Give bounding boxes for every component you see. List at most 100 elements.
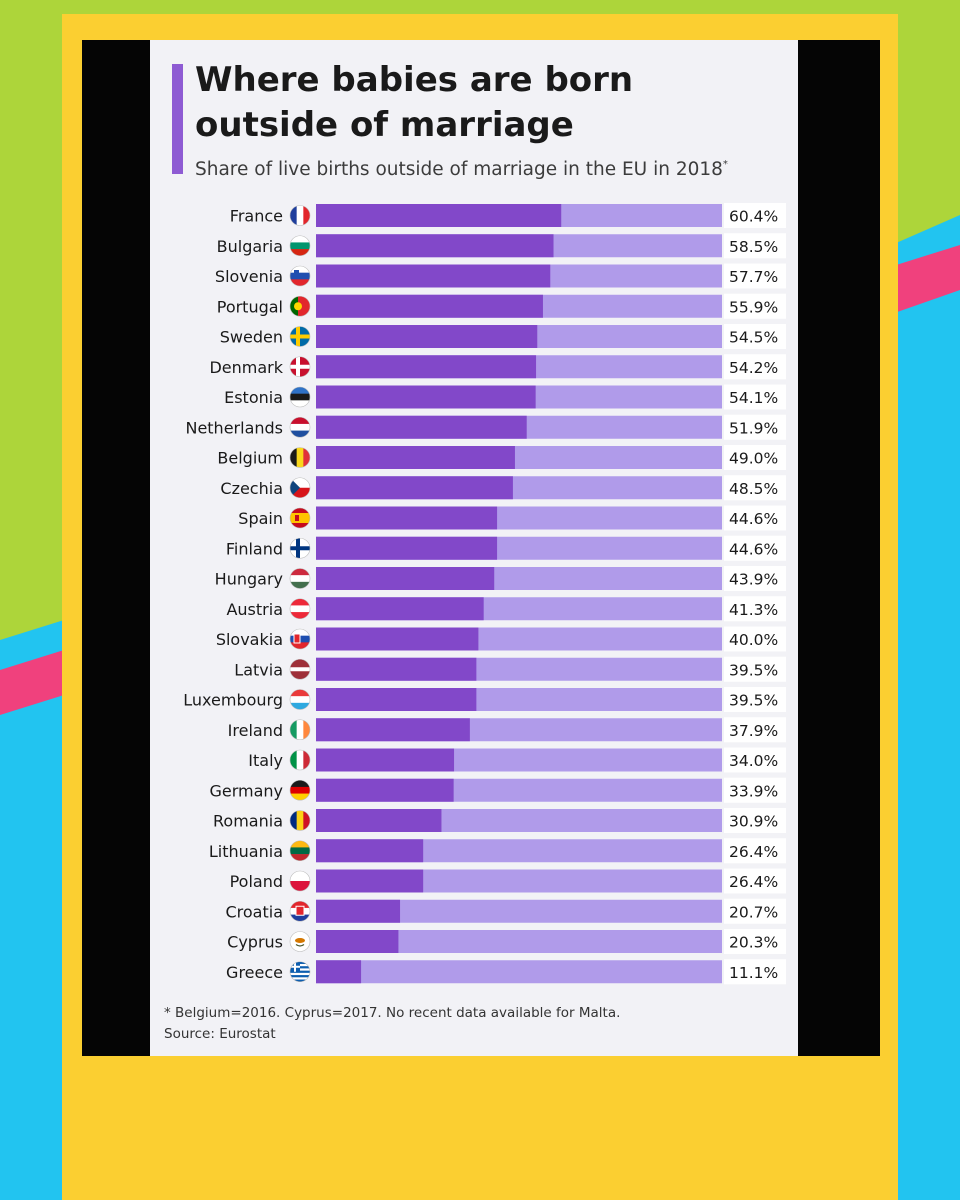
value-label: 37.9% xyxy=(729,722,778,740)
bar xyxy=(316,930,399,953)
bar-row: 20.7% Croatia xyxy=(225,898,786,924)
chart-title-line-1: Where babies are born xyxy=(195,60,634,100)
lithuania-flag-icon xyxy=(290,840,310,861)
bar-row: 54.2% Denmark xyxy=(209,354,786,380)
background-cyan-left xyxy=(0,615,80,1200)
flag-stripe xyxy=(290,901,310,909)
category-label: Germany xyxy=(209,781,283,800)
flag-stripe xyxy=(290,914,310,922)
category-label: Latvia xyxy=(234,660,283,679)
value-label: 55.9% xyxy=(729,298,778,316)
background-cyan-right xyxy=(880,215,960,1200)
value-label: 44.6% xyxy=(729,510,778,528)
flag-stripe xyxy=(296,719,304,740)
flag-outline xyxy=(289,810,311,831)
value-label-box xyxy=(724,838,786,864)
poland-flag-icon xyxy=(290,871,310,891)
background-pink-stripe-left xyxy=(0,645,80,715)
flag-stripe xyxy=(290,977,310,980)
category-label: Finland xyxy=(226,539,283,558)
value-label: 60.4% xyxy=(729,208,778,226)
category-label: Slovenia xyxy=(215,267,283,286)
flag-stripe xyxy=(290,854,310,861)
czechia-flag-icon xyxy=(290,477,310,498)
flag-stripe xyxy=(296,447,304,468)
bar xyxy=(316,506,498,530)
category-label: Romania xyxy=(213,812,283,831)
value-label-box xyxy=(724,324,786,349)
flag-branch xyxy=(295,944,305,947)
bar xyxy=(316,627,479,651)
bar-row: 58.5% Bulgaria xyxy=(217,233,786,259)
greece-flag-icon xyxy=(290,961,310,982)
flag-outline xyxy=(289,356,311,378)
bar xyxy=(316,385,536,409)
flag-outline xyxy=(289,295,311,317)
bar-row: 20.3% Cyprus xyxy=(227,929,786,954)
flag-stripe xyxy=(296,810,304,831)
flag-outline xyxy=(289,568,311,589)
flag-emblem xyxy=(294,270,299,277)
bulgaria-flag-icon xyxy=(290,235,310,256)
flag-stripe xyxy=(290,518,310,524)
category-label: Greece xyxy=(226,963,283,982)
bar xyxy=(316,778,454,802)
value-label-box xyxy=(724,868,786,894)
bar-row: 34.0% Italy xyxy=(248,747,786,773)
value-label-box xyxy=(724,626,786,652)
flag-stripe xyxy=(290,242,310,250)
flag-emblem xyxy=(295,938,305,943)
flag-stripe xyxy=(290,423,310,431)
bar-row: 57.7% Slovenia xyxy=(215,263,786,289)
category-label: Denmark xyxy=(209,358,283,377)
bar xyxy=(316,536,498,560)
value-label: 51.9% xyxy=(729,419,778,437)
flag-outline xyxy=(289,779,311,801)
belgium-flag-icon xyxy=(290,447,310,468)
flag-stripe xyxy=(290,975,310,978)
flag-stripe xyxy=(290,400,310,407)
value-label: 43.9% xyxy=(729,571,778,589)
category-label: Italy xyxy=(248,751,283,770)
value-label-box xyxy=(724,233,786,259)
flag-stripe xyxy=(290,430,310,438)
value-label: 30.9% xyxy=(729,813,778,831)
flag-outline xyxy=(289,749,311,771)
bar-background xyxy=(316,930,722,953)
bar-row: 26.4% Lithuania xyxy=(209,838,786,864)
flag-outline xyxy=(289,537,311,559)
bar xyxy=(316,234,554,258)
flag-stripe xyxy=(290,671,310,676)
bar xyxy=(316,415,527,439)
flag-outline xyxy=(289,447,311,468)
flag-cross xyxy=(294,961,296,972)
category-label: Austria xyxy=(226,600,283,619)
value-label-box xyxy=(724,929,786,954)
flag-stripe xyxy=(290,642,310,649)
category-label: Slovakia xyxy=(216,630,283,649)
value-label-box xyxy=(724,445,786,470)
value-label-box xyxy=(724,687,786,712)
flag-stripe xyxy=(290,689,310,697)
chart-footnote: * Belgium=2016. Cyprus=2017. No recent d… xyxy=(164,1005,621,1021)
flag-stripe xyxy=(290,696,310,704)
flag-stripe xyxy=(290,663,310,668)
value-label-box xyxy=(724,898,786,924)
bar-row: 40.0% Slovakia xyxy=(216,626,786,652)
value-label: 54.5% xyxy=(729,329,778,347)
bar xyxy=(316,355,537,379)
bar xyxy=(316,476,513,500)
flag-stripe xyxy=(290,205,297,226)
value-label: 41.3% xyxy=(729,601,778,619)
value-label-box xyxy=(724,475,786,501)
flag-outline xyxy=(289,598,311,620)
value-label: 39.5% xyxy=(729,692,778,710)
value-label: 11.1% xyxy=(729,964,778,982)
bar-row: 48.5% Czechia xyxy=(220,475,786,501)
bar xyxy=(316,657,477,681)
value-label-box xyxy=(724,535,786,561)
flag-stripe xyxy=(303,810,310,831)
flag-stripe xyxy=(290,417,310,425)
bar xyxy=(316,567,495,590)
value-label: 20.7% xyxy=(729,903,778,921)
